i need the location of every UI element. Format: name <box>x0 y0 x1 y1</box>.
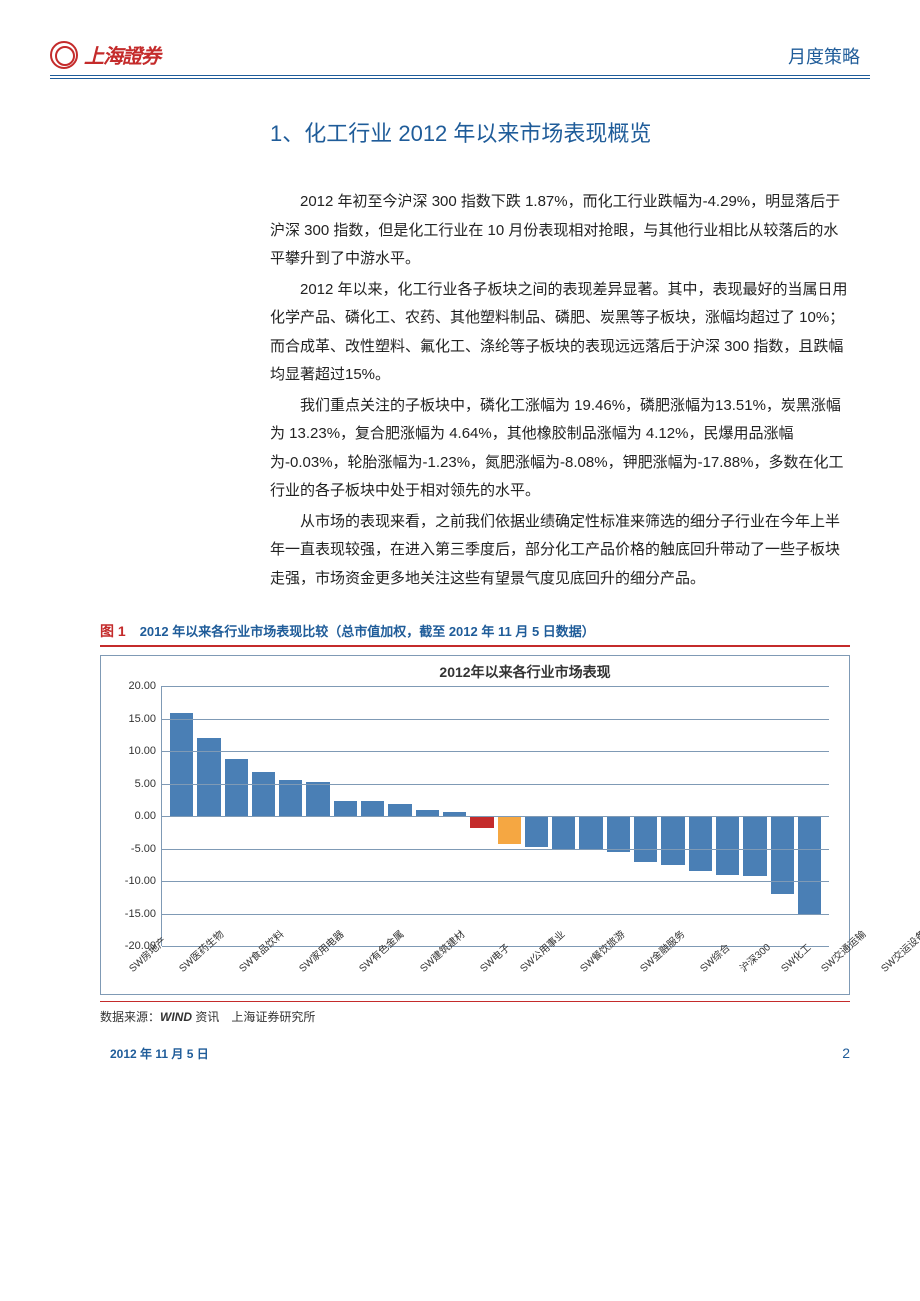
bar <box>225 759 248 816</box>
y-tick-label: 5.00 <box>114 778 156 790</box>
header-title: 月度策略 <box>788 43 870 69</box>
page-footer: 2012 年 11 月 5 日 2 <box>50 1045 870 1062</box>
body-paragraph: 从市场的表现来看，之前我们依据业绩确定性标准来筛选的细分子行业在今年上半年一直表… <box>270 508 850 594</box>
figure-caption-row: 图 1 2012 年以来各行业市场表现比较（总市值加权，截至 2012 年 11… <box>100 621 850 647</box>
footer-date: 2012 年 11 月 5 日 <box>110 1045 209 1062</box>
y-tick-label: -15.00 <box>114 908 156 920</box>
bar <box>743 816 766 876</box>
bar <box>634 816 657 862</box>
bar <box>388 804 411 816</box>
bar <box>197 738 220 816</box>
page-number: 2 <box>842 1045 850 1062</box>
bar <box>361 801 384 816</box>
chart-plot-area: 20.0015.0010.005.000.00-5.00-10.00-15.00… <box>161 686 829 946</box>
source-suffix: 资讯 上海证券研究所 <box>192 1010 315 1024</box>
bar <box>661 816 684 865</box>
y-tick-label: 20.00 <box>114 680 156 692</box>
brand-logo: 上海證券 <box>50 40 160 69</box>
grid-line <box>162 881 829 882</box>
y-tick-label: -5.00 <box>114 843 156 855</box>
bar <box>525 816 548 847</box>
bar <box>306 782 329 816</box>
bar <box>334 801 357 816</box>
bar <box>716 816 739 875</box>
y-tick-label: 15.00 <box>114 713 156 725</box>
bar <box>498 816 521 844</box>
bar <box>689 816 712 871</box>
grid-line <box>162 914 829 915</box>
bar <box>252 772 275 816</box>
bar <box>798 816 821 915</box>
bar <box>579 816 602 850</box>
x-tick-label: SW交运设备 <box>877 926 920 1016</box>
y-tick-label: 10.00 <box>114 745 156 757</box>
body-paragraph: 我们重点关注的子板块中，磷化工涨幅为 19.46%，磷肥涨幅为13.51%，炭黑… <box>270 392 850 506</box>
y-tick-label: -10.00 <box>114 875 156 887</box>
y-tick-label: 0.00 <box>114 810 156 822</box>
grid-line <box>162 719 829 720</box>
x-axis-labels: SW房地产SW医药生物SW食品饮料SW家用电器SW有色金属SW建筑建材SW电子S… <box>151 930 839 1000</box>
figure-label: 图 1 <box>100 621 126 641</box>
chart-title: 2012年以来各行业市场表现 <box>211 662 839 682</box>
section-title: 1、化工行业 2012 年以来市场表现概览 <box>270 116 870 148</box>
bar <box>279 780 302 816</box>
logo-icon <box>50 41 78 69</box>
body-text: 2012 年初至今沪深 300 指数下跌 1.87%，而化工行业跌幅为-4.29… <box>270 188 850 593</box>
bar <box>170 713 193 816</box>
bar <box>771 816 794 894</box>
grid-line <box>162 849 829 850</box>
grid-line <box>162 784 829 785</box>
bar <box>607 816 630 852</box>
body-paragraph: 2012 年以来，化工行业各子板块之间的表现差异显著。其中，表现最好的当属日用化… <box>270 276 850 390</box>
bar <box>552 816 575 849</box>
grid-line <box>162 751 829 752</box>
page-header: 上海證券 月度策略 <box>50 40 870 76</box>
chart-container: 2012年以来各行业市场表现 20.0015.0010.005.000.00-5… <box>100 655 850 995</box>
grid-line <box>162 816 829 817</box>
source-prefix: 数据来源： <box>100 1010 160 1024</box>
grid-line <box>162 686 829 687</box>
logo-text: 上海證券 <box>84 40 160 69</box>
bar <box>470 816 493 828</box>
figure-caption: 2012 年以来各行业市场表现比较（总市值加权，截至 2012 年 11 月 5… <box>140 621 595 640</box>
body-paragraph: 2012 年初至今沪深 300 指数下跌 1.87%，而化工行业跌幅为-4.29… <box>270 188 850 274</box>
source-wind: WIND <box>160 1010 192 1024</box>
